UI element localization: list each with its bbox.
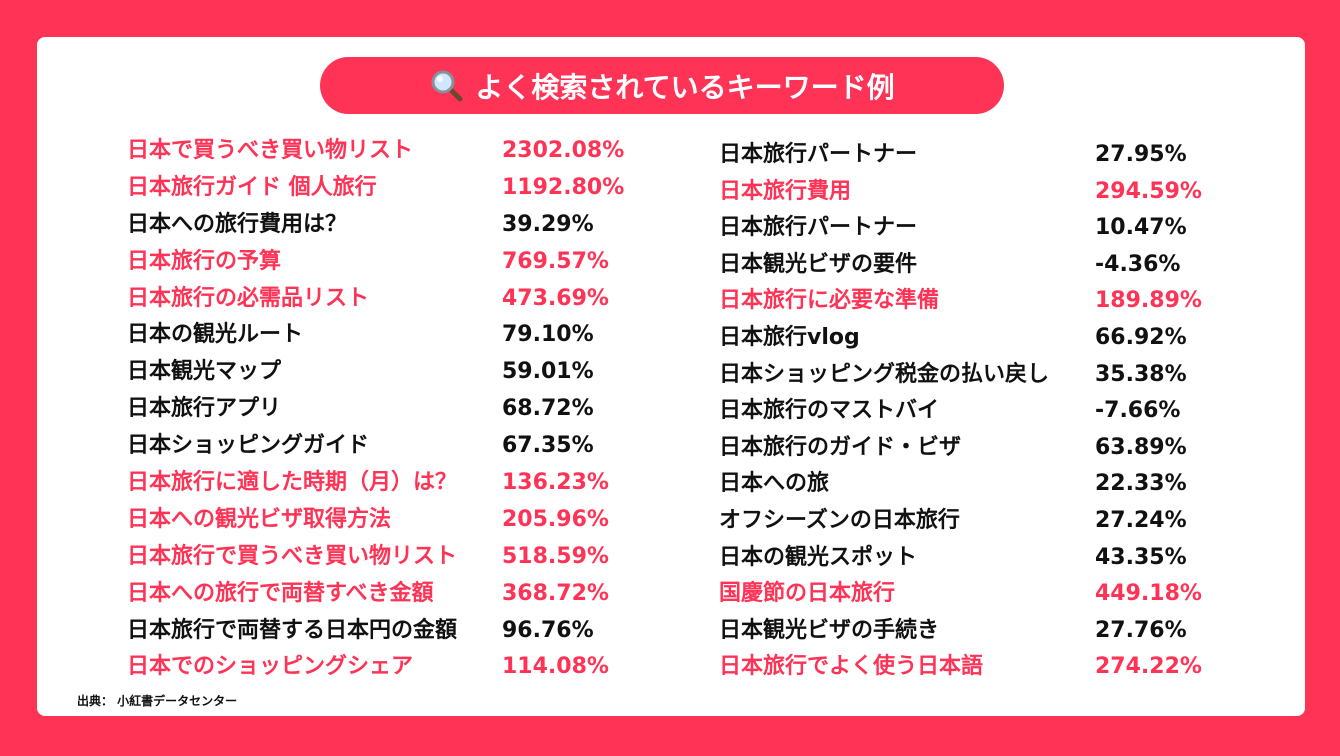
page-title: よく検索されているキーワード例: [475, 70, 895, 104]
growth-percent: 473.69%: [502, 285, 609, 311]
growth-percent: 518.59%: [502, 543, 609, 569]
keyword-label: 日本旅行費用: [719, 178, 852, 204]
content-card: よく検索されているキーワード例 日本で買うべき買い物リスト 2302.08% 日本旅…: [37, 37, 1305, 716]
growth-percent: 27.76%: [1095, 617, 1187, 643]
keyword-label: 日本旅行のマストバイ: [719, 398, 940, 424]
keyword-label: 国慶節の日本旅行: [719, 581, 896, 607]
growth-percent: 96.76%: [502, 617, 594, 643]
keyword-label: 日本旅行パートナー: [719, 215, 918, 241]
source-note: 出典： 小紅書データセンター: [77, 694, 238, 708]
keyword-label: 日本旅行ガイド 個人旅行: [127, 174, 377, 200]
growth-percent: 67.35%: [502, 433, 594, 459]
growth-percent: 189.89%: [1095, 288, 1202, 314]
keyword-label: 日本で買うべき買い物リスト: [127, 138, 414, 163]
growth-percent: 449.18%: [1095, 581, 1202, 607]
growth-percent: 294.59%: [1095, 178, 1202, 204]
growth-percent: 22.33%: [1095, 471, 1187, 497]
growth-percent: 39.29%: [502, 211, 594, 237]
keyword-label: 日本旅行でよく使う日本語: [719, 654, 984, 680]
growth-percent: -7.66%: [1095, 398, 1181, 424]
keyword-label: 日本ショッピング税金の払い戻し: [719, 361, 1050, 387]
keyword-label: 日本旅行の予算: [127, 248, 282, 274]
growth-percent: 35.38%: [1095, 361, 1187, 387]
keyword-label: 日本旅行アプリ: [127, 396, 282, 422]
keyword-label: 日本旅行で両替する日本円の金額: [127, 617, 458, 643]
growth-percent: 1192.80%: [502, 174, 625, 200]
keyword-label: 日本への旅行費用は？: [127, 211, 348, 237]
keyword-label: 日本旅行パートナー: [719, 142, 918, 167]
growth-percent: 10.47%: [1095, 215, 1187, 241]
growth-percent: -4.36%: [1095, 251, 1181, 277]
title-banner: よく検索されているキーワード例: [320, 57, 1004, 114]
keyword-label: オフシーズンの日本旅行: [719, 507, 960, 533]
growth-percent: 27.95%: [1095, 142, 1187, 167]
keyword-label: 日本の観光ルート: [127, 322, 304, 348]
keyword-label: 日本観光マップ: [127, 359, 282, 385]
growth-percent: 114.08%: [502, 654, 609, 680]
growth-percent: 66.92%: [1095, 324, 1187, 350]
keyword-label: 日本旅行vlog: [719, 324, 860, 350]
growth-percent: 368.72%: [502, 580, 609, 606]
growth-percent: 68.72%: [502, 396, 594, 422]
growth-percent: 205.96%: [502, 506, 609, 532]
keyword-label: 日本旅行のガイド・ビザ: [719, 434, 962, 460]
growth-percent: 59.01%: [502, 359, 594, 385]
keyword-label: 日本への旅: [719, 471, 830, 497]
growth-percent: 136.23%: [502, 470, 609, 496]
keyword-label: 日本への旅行で両替すべき金額: [127, 580, 434, 606]
keyword-label: 日本観光ビザの手続き: [719, 617, 940, 643]
growth-percent: 274.22%: [1095, 654, 1202, 680]
keyword-label: 日本でのショッピングシェア: [127, 654, 414, 680]
growth-percent: 63.89%: [1095, 434, 1187, 460]
magnifier-icon: [429, 68, 465, 104]
keyword-label: 日本ショッピングガイド: [127, 433, 370, 459]
keyword-label: 日本旅行で買うべき買い物リスト: [127, 543, 458, 569]
keyword-label: 日本旅行に必要な準備: [719, 288, 940, 314]
keyword-label: 日本観光ビザの要件: [719, 251, 918, 277]
keyword-label: 日本旅行の必需品リスト: [127, 285, 370, 311]
growth-percent: 27.24%: [1095, 507, 1187, 533]
keyword-label: 日本への観光ビザ取得方法: [127, 506, 392, 532]
growth-percent: 79.10%: [502, 322, 594, 348]
growth-percent: 43.35%: [1095, 544, 1187, 570]
growth-percent: 769.57%: [502, 248, 609, 274]
growth-percent: 2302.08%: [502, 138, 625, 163]
keyword-label: 日本旅行に適した時期（月）は？: [127, 470, 458, 496]
keyword-label: 日本の観光スポット: [719, 544, 918, 570]
